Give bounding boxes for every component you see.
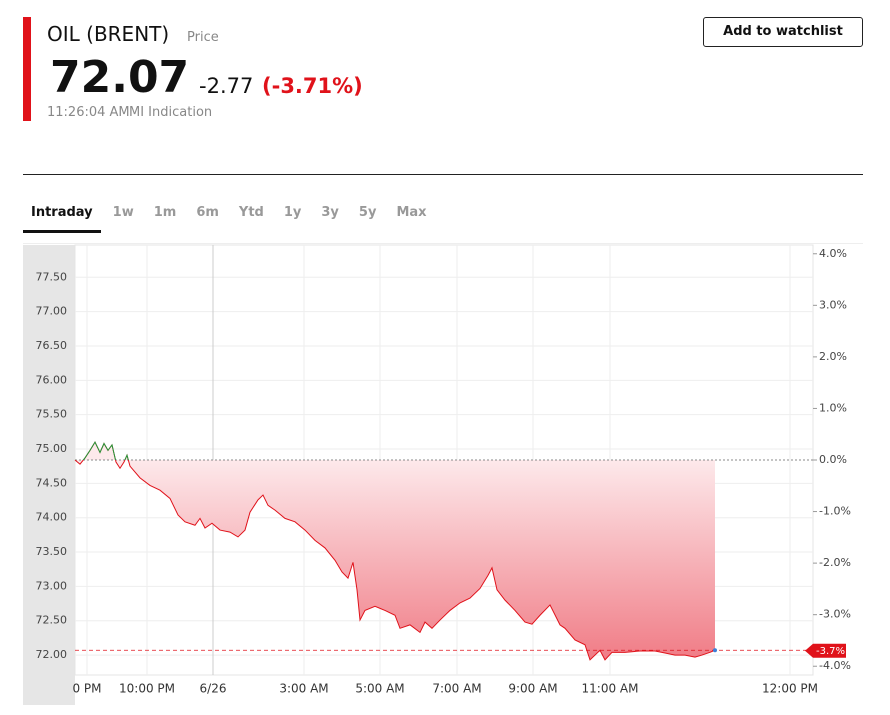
x-tick-label: 12:00 PM <box>762 682 818 696</box>
current-badge-label: -3.7% <box>816 646 845 657</box>
time: 11:26:04 AM <box>47 105 130 120</box>
source: MI Indication <box>129 105 213 120</box>
y2-tick-label: -4.0% <box>819 659 851 672</box>
tab[interactable]: Intraday <box>23 205 101 233</box>
x-tick-label: 5:00 AM <box>355 682 404 696</box>
y2-tick-label: 2.0% <box>819 350 847 363</box>
axis-band <box>23 245 75 705</box>
line <box>74 441 716 661</box>
tabs: Intraday 1w 1m 6m Ytd 1y 3y 5y Max <box>23 205 439 233</box>
tab[interactable]: 1m <box>153 205 177 220</box>
price: 72.07 <box>50 52 190 103</box>
y2-tick-label: -3.0% <box>819 608 851 621</box>
y-tick-label: 76.00 <box>36 373 68 386</box>
accent-bar <box>23 17 31 121</box>
last-point <box>713 648 717 653</box>
x-tick-label: 11:00 AM <box>582 682 639 696</box>
tab[interactable]: 5y <box>358 205 377 220</box>
y2-tick-label: -1.0% <box>819 505 851 518</box>
y-tick-label: 77.50 <box>36 270 68 283</box>
x-tick-label: 6/26 <box>200 682 227 696</box>
y2-tick-label: -2.0% <box>819 556 851 569</box>
y-tick-label: 76.50 <box>36 339 68 352</box>
watchlist-button[interactable]: Add to watchlist <box>703 17 863 47</box>
tab[interactable]: 6m <box>196 205 219 220</box>
y-tick-label: 74.50 <box>36 476 68 489</box>
y2-tick-label: 1.0% <box>819 401 847 414</box>
y2-tick-label: 0.0% <box>819 453 847 466</box>
y-tick-label: 75.00 <box>36 442 68 455</box>
tab[interactable]: 1y <box>283 205 302 220</box>
divider <box>23 174 863 175</box>
title: OIL (BRENT) <box>47 22 170 46</box>
tab[interactable]: Max <box>396 205 427 220</box>
area <box>75 442 715 660</box>
x-tick-label: 9:00 AM <box>508 682 557 696</box>
y2-tick-label: 4.0% <box>819 247 847 260</box>
y-tick-label: 77.00 <box>36 305 68 318</box>
x-tick-label: 7:00 AM <box>432 682 481 696</box>
x-tick-label: 0 PM <box>72 682 101 696</box>
change: -2.77 <box>199 74 254 98</box>
y-tick-label: 73.50 <box>36 545 68 558</box>
change-percent: (-3.71%) <box>262 74 363 98</box>
y-tick-label: 72.50 <box>36 614 68 627</box>
y2-tick-label: 3.0% <box>819 298 847 311</box>
tab[interactable]: 3y <box>321 205 339 220</box>
x-tick-label: 3:00 AM <box>279 682 328 696</box>
y-tick-label: 73.00 <box>36 579 68 592</box>
y-tick-label: 72.00 <box>36 648 68 661</box>
tab[interactable]: Ytd <box>238 205 264 220</box>
current-badge <box>805 643 846 658</box>
x-tick-label: 10:00 PM <box>119 682 175 696</box>
y-tick-label: 75.50 <box>36 408 68 421</box>
y-tick-label: 74.00 <box>36 511 68 524</box>
tab[interactable]: 1w <box>112 205 134 220</box>
subtitle: Price <box>187 30 219 45</box>
tabs-rule <box>23 243 863 244</box>
